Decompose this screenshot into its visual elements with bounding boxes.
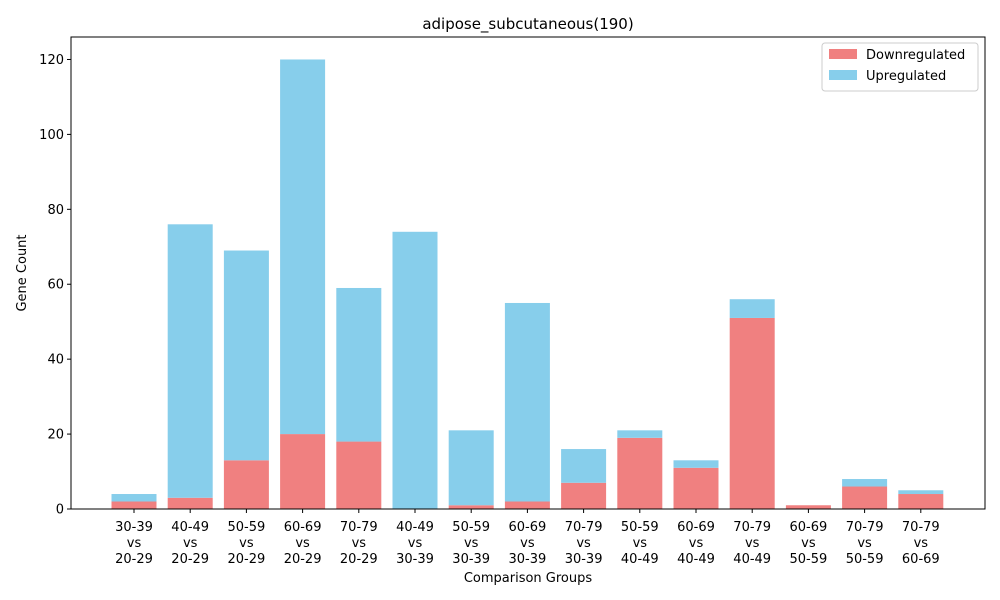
x-tick-label-14: 70-79 vs 60-69 (902, 520, 940, 567)
bar-upregulated-8 (561, 449, 607, 483)
x-tick-label-2: 50-59 vs 20-29 (228, 520, 266, 567)
bar-downregulated-9 (617, 437, 663, 509)
bar-downregulated-13 (842, 486, 888, 509)
bar-downregulated-8 (561, 482, 607, 509)
y-axis: 0 20 40 60 80 100 120 (39, 53, 71, 518)
x-axis-label: Comparison Groups (464, 571, 593, 586)
x-tick-label-5: 40-49 vs 30-39 (396, 520, 434, 567)
y-tick-label-3: 60 (47, 278, 64, 293)
bar-downregulated-10 (673, 467, 719, 509)
y-tick-label-5: 100 (39, 128, 64, 143)
y-tick-label-4: 80 (47, 203, 64, 218)
bar-upregulated-14 (898, 490, 944, 495)
x-tick-label-0: 30-39 vs 20-29 (115, 520, 153, 567)
bar-upregulated-7 (504, 302, 550, 502)
bar-upregulated-2 (223, 250, 269, 461)
bar-upregulated-1 (167, 224, 213, 498)
legend-label-downregulated: Downregulated (866, 48, 965, 63)
bar-downregulated-6 (448, 505, 494, 509)
bar-downregulated-1 (167, 497, 213, 509)
y-tick-label-6: 120 (39, 53, 64, 68)
y-axis-label: Gene Count (15, 234, 30, 311)
bar-upregulated-13 (842, 479, 888, 487)
legend: Downregulated Upregulated (821, 42, 979, 92)
bar-downregulated-11 (729, 317, 775, 509)
plot-frame (70, 36, 986, 510)
chart-title: adipose_subcutaneous(190) (422, 15, 633, 34)
x-tick-label-4: 70-79 vs 20-29 (340, 520, 378, 567)
bar-downregulated-12 (785, 505, 831, 509)
x-tick-label-8: 70-79 vs 30-39 (565, 520, 603, 567)
bar-upregulated-0 (111, 494, 157, 502)
x-tick-label-12: 60-69 vs 50-59 (790, 520, 828, 567)
x-tick-label-3: 60-69 vs 20-29 (284, 520, 322, 567)
x-tick-label-13: 70-79 vs 50-59 (846, 520, 884, 567)
bars-group (111, 59, 944, 510)
x-tick-label-9: 50-59 vs 40-49 (621, 520, 659, 567)
x-tick-label-1: 40-49 vs 20-29 (171, 520, 209, 567)
y-tick-label-1: 20 (47, 428, 64, 443)
bar-upregulated-6 (448, 430, 494, 506)
x-tick-label-6: 50-59 vs 30-39 (452, 520, 490, 567)
bar-upregulated-10 (673, 460, 719, 468)
x-tick-label-10: 60-69 vs 40-49 (677, 520, 715, 567)
legend-swatch-upregulated (829, 70, 857, 80)
y-tick-label-2: 40 (47, 353, 64, 368)
x-tick-label-11: 70-79 vs 40-49 (733, 520, 771, 567)
bar-downregulated-0 (111, 501, 157, 509)
x-tick-label-7: 60-69 vs 30-39 (509, 520, 547, 567)
x-axis: 30-39 vs 20-29 40-49 vs 20-29 50-59 vs 20-29 60-6… (115, 509, 940, 567)
bar-downregulated-7 (504, 501, 550, 509)
bar-upregulated-3 (280, 59, 326, 435)
bar-upregulated-5 (392, 231, 438, 510)
bar-upregulated-9 (617, 430, 663, 438)
legend-box (821, 42, 979, 92)
legend-swatch-downregulated (829, 49, 857, 59)
y-tick-label-0: 0 (56, 503, 64, 518)
bar-downregulated-3 (280, 434, 326, 509)
bar-upregulated-4 (336, 287, 382, 442)
bar-upregulated-11 (729, 299, 775, 318)
bar-downregulated-4 (336, 441, 382, 509)
bar-downregulated-2 (223, 460, 269, 509)
legend-label-upregulated: Upregulated (866, 69, 946, 84)
bar-downregulated-14 (898, 494, 944, 509)
